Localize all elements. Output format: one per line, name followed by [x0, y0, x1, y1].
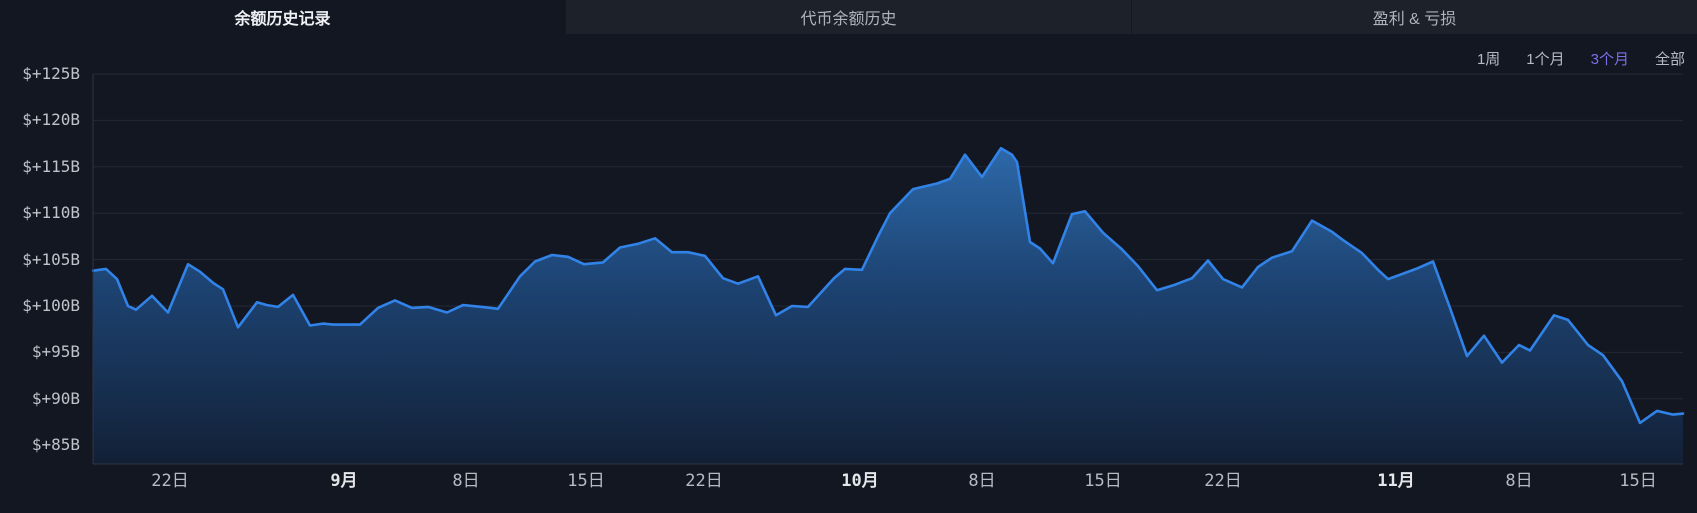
x-axis-label: 15日 [1619, 471, 1657, 491]
y-axis-label: $+85B [31, 435, 80, 455]
x-axis-label: 8日 [968, 471, 996, 491]
tab-bar: 余额历史记录 代币余额历史 盈利 & 亏损 [0, 0, 1697, 34]
range-option-1m[interactable]: 1个月 [1526, 51, 1565, 68]
y-axis-label: $+105B [22, 249, 80, 269]
range-option-all[interactable]: 全部 [1654, 51, 1685, 68]
x-axis-label: 8日 [452, 471, 480, 491]
x-axis-label: 8日 [1505, 471, 1533, 491]
time-range-selector: 1周 1个月 3个月 全部 [1477, 48, 1685, 69]
x-axis-label: 15日 [1084, 471, 1122, 491]
y-axis-label: $+100B [22, 296, 80, 315]
x-axis-label: 15日 [567, 471, 605, 491]
y-axis-label: $+90B [31, 388, 80, 408]
tab-profit-loss[interactable]: 盈利 & 亏损 [1131, 0, 1697, 34]
y-axis-label: $+110B [22, 203, 80, 223]
y-axis-label: $+125B [22, 64, 80, 83]
range-option-3m[interactable]: 3个月 [1590, 51, 1629, 68]
x-axis-label: 9月 [330, 471, 358, 491]
x-axis-label: 11月 [1377, 471, 1415, 491]
range-option-1w[interactable]: 1周 [1476, 51, 1501, 68]
y-axis-label: $+115B [22, 156, 80, 176]
x-axis-label: 10月 [841, 471, 879, 491]
y-axis-label: $+95B [31, 342, 80, 362]
y-axis-label: $+120B [22, 110, 80, 130]
x-axis-label: 22日 [151, 471, 189, 491]
tab-balance-history[interactable]: 余额历史记录 [0, 0, 565, 34]
tab-token-balance-history[interactable]: 代币余额历史 [565, 0, 1131, 34]
x-axis-label: 22日 [685, 471, 723, 491]
x-axis-label: 22日 [1204, 471, 1242, 491]
